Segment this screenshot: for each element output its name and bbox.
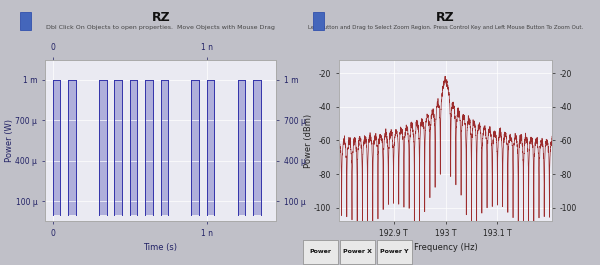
Text: Left Button and Drag to Select Zoom Region. Press Control Key and Left Mouse But: Left Button and Drag to Select Zoom Regi… bbox=[308, 25, 583, 30]
X-axis label: Frequency (Hz): Frequency (Hz) bbox=[413, 244, 478, 253]
Text: RZ: RZ bbox=[151, 11, 170, 24]
Text: Power Y: Power Y bbox=[380, 249, 409, 254]
Text: Power: Power bbox=[310, 249, 331, 254]
Y-axis label: Power (dBm): Power (dBm) bbox=[304, 113, 313, 167]
Y-axis label: Power (W): Power (W) bbox=[5, 119, 14, 162]
X-axis label: Time (s): Time (s) bbox=[143, 244, 178, 253]
Text: Power X: Power X bbox=[343, 249, 372, 254]
Text: RZ: RZ bbox=[436, 11, 455, 24]
Text: Dbl Click On Objects to open properties.  Move Objects with Mouse Drag: Dbl Click On Objects to open properties.… bbox=[46, 25, 275, 30]
